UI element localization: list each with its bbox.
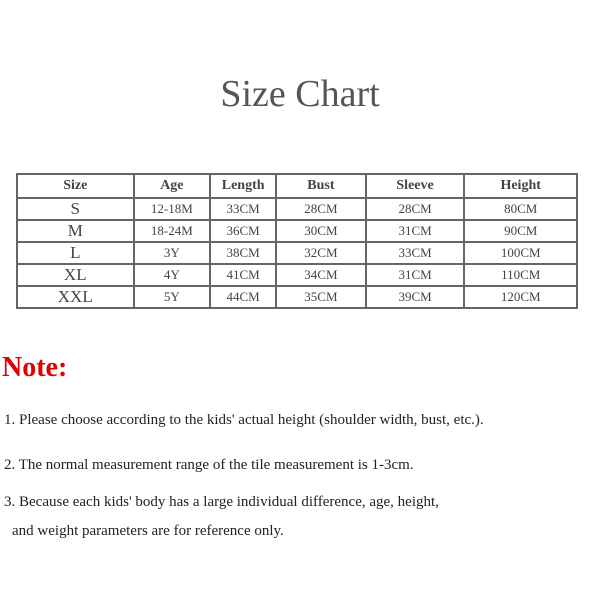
table-cell: S [16, 197, 135, 221]
table-row: M 18-24M 36CM 30CM 31CM 90CM [16, 219, 578, 243]
column-header: Age [132, 173, 212, 199]
table-cell: 34CM [275, 263, 367, 287]
table-cell: 5Y [132, 285, 212, 309]
table-cell: 33CM [209, 197, 278, 221]
table-header-row: Size Age Length Bust Sleeve Height [16, 173, 578, 199]
column-header: Height [463, 173, 578, 199]
table-cell: 39CM [364, 285, 466, 309]
table-cell: 38CM [209, 241, 278, 265]
table-cell: M [16, 219, 135, 243]
table-cell: 3Y [132, 241, 212, 265]
note-line-4: and weight parameters are for reference … [12, 523, 284, 539]
table-cell: 33CM [364, 241, 466, 265]
column-header: Size [16, 173, 135, 199]
table-cell: 28CM [275, 197, 367, 221]
table-row: S 12-18M 33CM 28CM 28CM 80CM [16, 197, 578, 221]
table-cell: XXL [16, 285, 135, 309]
table-cell: 28CM [364, 197, 466, 221]
table-cell: 4Y [132, 263, 212, 287]
table-cell: 31CM [364, 219, 466, 243]
note-heading: Note: [2, 352, 68, 383]
note-line-3: 3. Because each kids' body has a large i… [4, 494, 439, 510]
table-row: L 3Y 38CM 32CM 33CM 100CM [16, 241, 578, 265]
size-chart-table: Size Age Length Bust Sleeve Height S 12-18M 33C… [16, 173, 578, 309]
table-cell: 41CM [209, 263, 278, 287]
column-header: Length [209, 173, 278, 199]
table-cell: 90CM [463, 219, 578, 243]
table-cell: 36CM [209, 219, 278, 243]
table-cell: 12-18M [132, 197, 212, 221]
table-cell: XL [16, 263, 135, 287]
table-cell: 110CM [463, 263, 578, 287]
page-title: Size Chart [220, 73, 380, 115]
table-cell: 31CM [364, 263, 466, 287]
table-cell: 32CM [275, 241, 367, 265]
table-cell: 44CM [209, 285, 278, 309]
table-cell: 80CM [463, 197, 578, 221]
table-row: XXL 5Y 44CM 35CM 39CM 120CM [16, 285, 578, 309]
table-cell: L [16, 241, 135, 265]
table-row: XL 4Y 41CM 34CM 31CM 110CM [16, 263, 578, 287]
table-cell: 18-24M [132, 219, 212, 243]
note-line-1: 1. Please choose according to the kids' … [4, 412, 484, 428]
note-line-2: 2. The normal measurement range of the t… [4, 457, 414, 473]
table-cell: 35CM [275, 285, 367, 309]
table-cell: 100CM [463, 241, 578, 265]
column-header: Bust [275, 173, 367, 199]
table-cell: 120CM [463, 285, 578, 309]
table-cell: 30CM [275, 219, 367, 243]
column-header: Sleeve [364, 173, 466, 199]
